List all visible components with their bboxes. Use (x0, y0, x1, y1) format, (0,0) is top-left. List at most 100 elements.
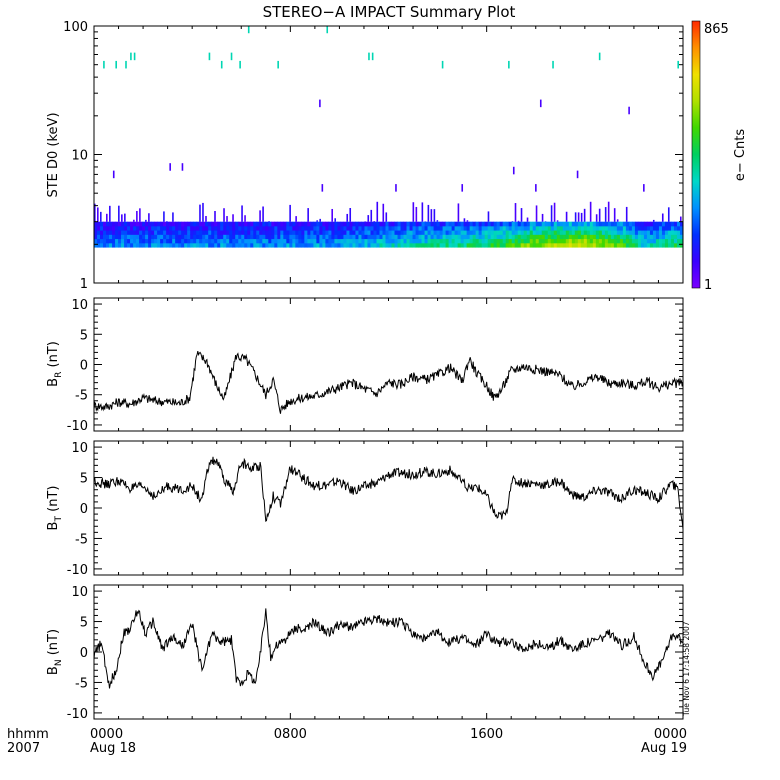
spectrogram-cell (409, 221, 413, 227)
spectrogram-cell (481, 230, 486, 235)
spectrogram-cell (601, 242, 606, 248)
spectrogram-cell (595, 225, 600, 231)
spectrogram-cell (592, 230, 597, 235)
spectrogram-cell (331, 221, 335, 227)
spectrogram-spike (295, 216, 297, 222)
spectrogram-cell (361, 234, 365, 240)
spectrogram-cell (571, 230, 576, 235)
spectrogram-cell (505, 230, 510, 235)
spectrogram-cell (232, 242, 236, 248)
spectrogram-cell (214, 238, 218, 244)
isolated-count (130, 52, 132, 61)
spectrogram-cell (361, 230, 365, 235)
spectrogram-cell (358, 225, 362, 231)
spectrogram-cell (400, 221, 404, 227)
spectrogram-cell (142, 225, 146, 231)
spectrogram-cell (466, 221, 471, 227)
spectrogram-cell (613, 238, 618, 244)
spectrogram-cell (406, 234, 410, 240)
spectrogram-cell (445, 238, 450, 244)
spectrogram-spike (604, 207, 607, 222)
spectrogram-cell (547, 230, 552, 235)
spectrogram-cell (328, 234, 332, 240)
spectrogram-cell (616, 221, 621, 227)
spectrogram-cell (400, 238, 404, 244)
spectrogram-cell (628, 238, 633, 244)
spectrogram-cell (421, 234, 425, 240)
spectrogram-cell (493, 238, 498, 244)
spectrogram-cell (388, 234, 392, 240)
spectrogram-cell (598, 225, 603, 231)
spectrogram-cell (313, 230, 317, 235)
spectrogram-cell (424, 234, 428, 240)
spectrogram-cell (118, 230, 122, 235)
spectrogram-cell (349, 225, 353, 231)
spectrogram-cell (430, 230, 434, 235)
spectrogram-cell (334, 221, 338, 227)
spectrogram-cell (274, 234, 278, 240)
spectrogram-cell (247, 242, 251, 248)
spectrogram-cell (232, 234, 236, 240)
spectrogram-cell (625, 234, 630, 240)
spectrogram-cell (511, 221, 516, 227)
spectrogram-cell (670, 221, 675, 227)
spectrogram-cell (643, 221, 648, 227)
spectrogram-cell (106, 242, 110, 248)
spectrogram-cell (415, 225, 419, 231)
spectrogram-cell (613, 234, 618, 240)
spectrogram-cell (646, 242, 651, 248)
spectrogram-cell (265, 221, 269, 227)
spectrogram-cell (295, 234, 299, 240)
spectrogram-cell (100, 238, 104, 244)
spectrogram-cell (442, 230, 446, 235)
spectrogram-cell (373, 234, 377, 240)
spectrogram-cell (622, 225, 627, 231)
spectrogram-cell (373, 242, 377, 248)
spectrogram-cell (175, 221, 179, 227)
spectrogram-cell (319, 238, 323, 244)
spectrogram-cell (610, 225, 615, 231)
spectrogram-cell (385, 225, 389, 231)
spectrogram-cell (610, 242, 615, 248)
spectrogram-cell (478, 225, 483, 231)
spectrogram-cell (625, 238, 630, 244)
spectrogram-cell (340, 225, 344, 231)
spectrogram-cell (160, 230, 164, 235)
spectrogram-cell (307, 230, 311, 235)
spectrogram-cell (139, 225, 143, 231)
spectrogram-cell (244, 230, 248, 235)
spectrogram-cell (490, 221, 495, 227)
spectrogram-cell (421, 242, 425, 248)
spectrogram-cell (382, 221, 386, 227)
spectrogram-cell (529, 230, 534, 235)
spectrogram-cell (205, 238, 209, 244)
spectrogram-cell (421, 225, 425, 231)
spectrogram-cell (130, 225, 134, 231)
spectrogram-cell (196, 221, 200, 227)
value-tick-label: 0 (80, 646, 88, 661)
spectrogram-cell (514, 230, 519, 235)
bt-ylabel-main: B (46, 522, 61, 531)
spectrogram-cell (568, 234, 573, 240)
spectrogram-cell (586, 221, 591, 227)
spectrogram-cell (559, 234, 564, 240)
spectrogram-cell (313, 238, 317, 244)
spectrogram-cell (340, 234, 344, 240)
spectrogram-cell (532, 242, 537, 248)
spectrogram-cell (94, 221, 98, 227)
spectrogram-spike (262, 206, 264, 222)
spectrogram-cell (604, 238, 609, 244)
spectrogram-cell (127, 225, 131, 231)
spectrogram-spike (667, 207, 670, 222)
spectrogram-cell (412, 225, 416, 231)
spectrogram-cell (487, 230, 492, 235)
spectrogram-cell (376, 225, 380, 231)
spectrogram-cell (670, 234, 675, 240)
spectrogram-cell (211, 238, 215, 244)
spectrogram-cell (352, 242, 356, 248)
spectrogram-cell (556, 238, 561, 244)
spectrogram-cell (442, 238, 446, 244)
spectrogram-cell (481, 225, 486, 231)
spectrogram-cell (322, 242, 326, 248)
isolated-count (461, 184, 464, 192)
